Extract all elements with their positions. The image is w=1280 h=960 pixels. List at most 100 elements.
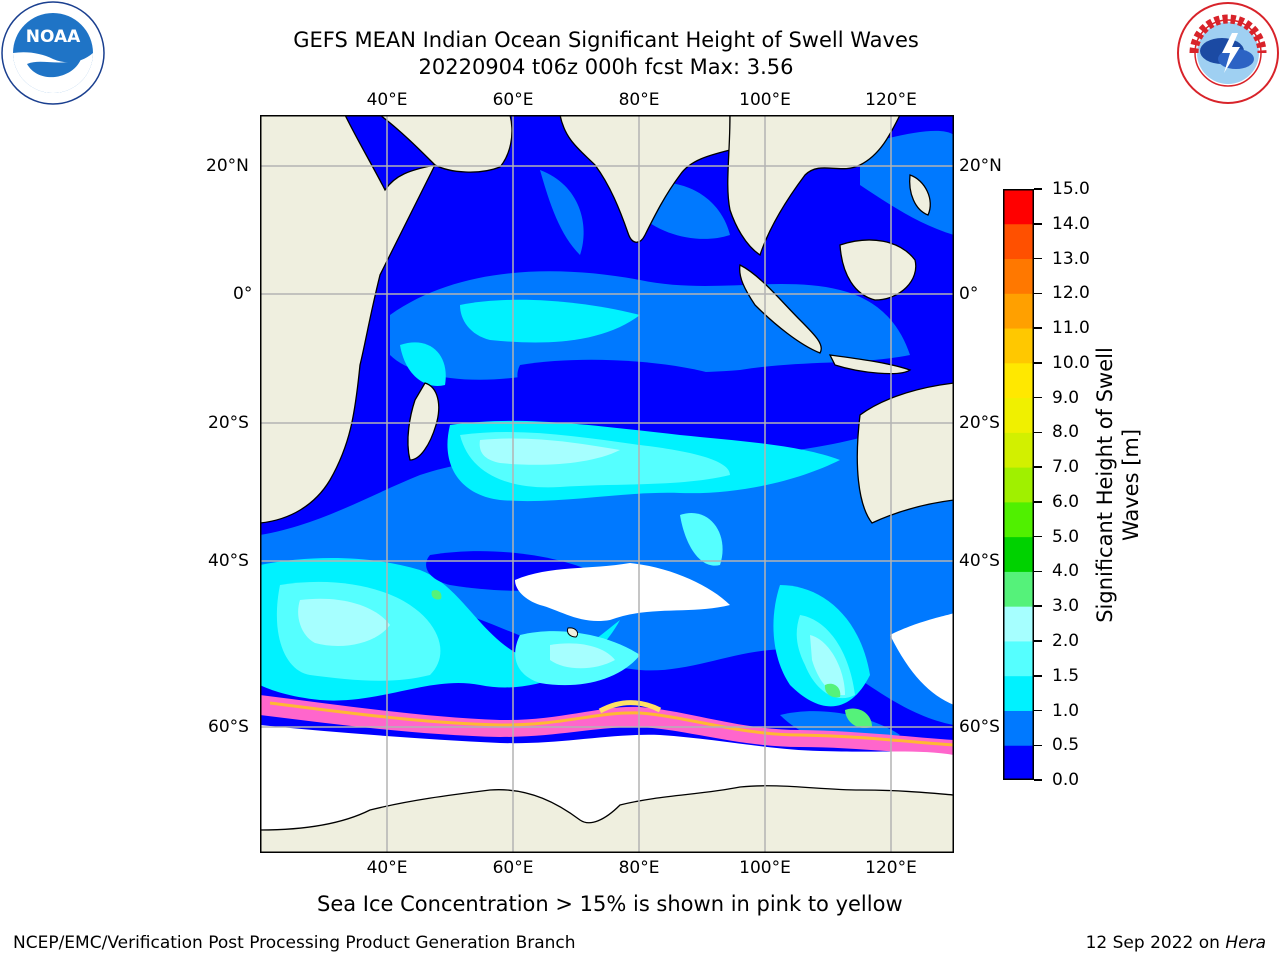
colorbar-tick-labels: 0.0 0.5 1.0 1.5 2.0 3.0 4.0 5.0 6.0 7.0 8.0 9.0 10.0…	[1034, 0, 1114, 960]
colorbar-title-line1: Significant Height of Swell	[1093, 347, 1117, 623]
colorbar-tick-label: 2.0	[1052, 630, 1080, 651]
colorbar-tick	[1034, 640, 1042, 642]
lon-tick-top-80e: 80°E	[618, 90, 660, 110]
kerguelen-land	[567, 627, 579, 638]
colorbar-tick-label: 5.0	[1052, 526, 1080, 547]
colorbar-tick	[1034, 362, 1042, 364]
java-land	[828, 354, 912, 375]
colorbar-segment	[1003, 362, 1034, 399]
colorbar-tick-label: 1.0	[1052, 700, 1080, 721]
lon-tick-bottom-100e: 100°E	[739, 858, 791, 878]
colorbar-tick-label: 8.0	[1052, 422, 1080, 443]
lat-tick-right-0: 0°	[959, 284, 979, 304]
antarctica-land	[260, 785, 954, 853]
sea-ice-caption: Sea Ice Concentration > 15% is shown in …	[317, 892, 903, 916]
arabia-land	[378, 115, 513, 173]
africa-land	[260, 115, 437, 524]
colorbar-segment	[1003, 223, 1034, 260]
swell-band-3p0-4p0	[431, 590, 872, 729]
colorbar-tick-label: 15.0	[1052, 179, 1090, 199]
footer-host: Hera	[1225, 933, 1266, 953]
lon-tick-bottom-40e: 40°E	[366, 858, 408, 878]
borneo-land	[839, 239, 917, 301]
footer-date-host: 12 Sep 2022 on Hera	[1086, 933, 1266, 953]
lon-tick-bottom-60e: 60°E	[492, 858, 534, 878]
madagascar-land	[407, 382, 440, 461]
colorbar-segment	[1003, 397, 1034, 433]
philippines-land	[909, 174, 931, 216]
no-data-mask-east	[890, 613, 954, 705]
colorbar-tick	[1034, 257, 1042, 260]
lon-tick-top-60e: 60°E	[492, 90, 534, 110]
colorbar-tick	[1034, 292, 1042, 294]
colorbar-segment	[1003, 606, 1034, 642]
noaa-logo-icon: NOAA	[1, 1, 105, 105]
colorbar-tick-label: 10.0	[1052, 352, 1090, 373]
colorbar-tick-label: 0.0	[1052, 770, 1080, 790]
colorbar-segment	[1003, 293, 1034, 329]
chart-title-line2: 20220904 t06z 000h fcst Max: 3.56	[418, 55, 794, 79]
colorbar-tick-label: 13.0	[1052, 248, 1090, 269]
nws-logo-icon	[1177, 2, 1279, 104]
noaa-logo-text: NOAA	[26, 27, 81, 47]
colorbar-tick-label: 4.0	[1052, 561, 1080, 582]
colorbar-segment	[1003, 536, 1034, 572]
colorbar	[1003, 189, 1034, 780]
colorbar-segment	[1003, 432, 1034, 468]
colorbar-segment	[1003, 571, 1034, 607]
swell-band-2p0-3p0	[298, 438, 845, 696]
colorbar-tick-label: 14.0	[1052, 213, 1090, 234]
lat-tick-right-40s: 40°S	[959, 551, 1000, 571]
colorbar-segment	[1003, 710, 1034, 746]
colorbar-tick	[1034, 223, 1042, 225]
colorbar-tick	[1034, 535, 1042, 538]
map-border	[260, 115, 954, 853]
swell-height-map	[260, 115, 954, 853]
colorbar-segment	[1003, 745, 1034, 780]
colorbar-tick	[1034, 570, 1042, 573]
colorbar-tick-label: 1.5	[1052, 665, 1080, 686]
lon-tick-bottom-80e: 80°E	[618, 858, 660, 878]
colorbar-title-line2: Waves [m]	[1119, 428, 1143, 542]
colorbar-tick	[1034, 431, 1042, 434]
lat-tick-left-40s: 40°S	[208, 551, 249, 571]
footer-credit: NCEP/EMC/Verification Post Processing Pr…	[13, 933, 576, 953]
southeast-asia-land	[727, 115, 901, 257]
colorbar-segment	[1003, 675, 1034, 711]
colorbar-tick	[1034, 709, 1042, 712]
lat-tick-right-60s: 60°S	[959, 717, 1000, 737]
colorbar-tick	[1034, 744, 1042, 746]
colorbar-tick	[1034, 396, 1042, 399]
colorbar-tick-label: 0.5	[1052, 735, 1080, 756]
colorbar-tick-label: 3.0	[1052, 596, 1080, 617]
colorbar-segment	[1003, 328, 1034, 364]
colorbar-tick-label: 11.0	[1052, 318, 1090, 339]
colorbar-segment	[1003, 258, 1034, 294]
sumatra-land	[739, 264, 822, 354]
colorbar-segment	[1003, 501, 1034, 538]
colorbar-segment	[1003, 467, 1034, 503]
colorbar-tick	[1034, 466, 1042, 468]
lat-tick-left-20n: 20°N	[206, 156, 249, 176]
lon-tick-top-100e: 100°E	[739, 90, 791, 110]
chart-title-line1: GEFS MEAN Indian Ocean Significant Heigh…	[293, 28, 919, 52]
lat-tick-left-60s: 60°S	[208, 717, 249, 737]
colorbar-border	[1003, 189, 1034, 780]
lat-tick-right-20s: 20°S	[959, 413, 1000, 433]
colorbar-tick	[1034, 501, 1042, 503]
no-data-mask	[515, 563, 730, 622]
lat-tick-right-20n: 20°N	[959, 156, 1002, 176]
colorbar-tick	[1034, 188, 1042, 190]
lon-tick-bottom-120e: 120°E	[865, 858, 917, 878]
lon-tick-top-40e: 40°E	[366, 90, 408, 110]
footer-date: 12 Sep 2022 on	[1085, 933, 1226, 953]
colorbar-tick-label: 12.0	[1052, 283, 1090, 304]
colorbar-segment	[1003, 640, 1034, 677]
colorbar-segment	[1003, 189, 1034, 225]
lon-tick-top-120e: 120°E	[865, 90, 917, 110]
colorbar-tick	[1034, 327, 1042, 329]
graticule	[260, 115, 954, 853]
lat-tick-left-0: 0°	[233, 284, 253, 304]
colorbar-tick-label: 7.0	[1052, 457, 1080, 478]
colorbar-tick	[1034, 675, 1042, 677]
